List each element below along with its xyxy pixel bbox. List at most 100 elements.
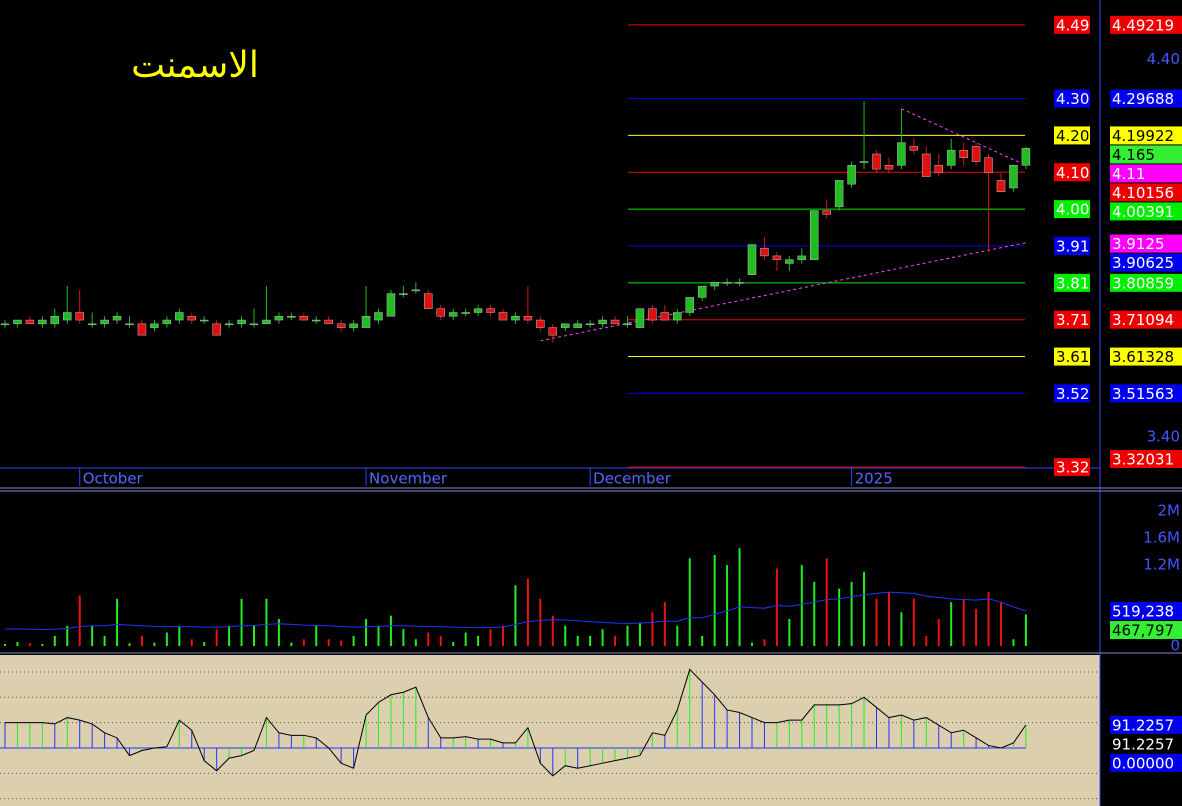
- volume-bar: [178, 625, 181, 646]
- value-box: [1054, 163, 1090, 182]
- volume-bar: [987, 592, 990, 646]
- volume-bar: [1012, 639, 1015, 646]
- candle-body: [63, 312, 72, 321]
- volume-bar: [526, 578, 529, 646]
- candle-body: [274, 316, 284, 321]
- volume-bar: [900, 612, 903, 646]
- volume-bar: [439, 635, 442, 646]
- volume-bar: [651, 612, 654, 646]
- y-tick-label: 3.40: [1147, 428, 1180, 446]
- volume-bar: [589, 635, 592, 646]
- candle-body: [0, 323, 10, 326]
- volume-bar: [327, 639, 330, 646]
- value-box-label: 4.10156: [1112, 184, 1174, 202]
- trend-line: [901, 108, 1027, 166]
- average-line: [4, 591, 1027, 630]
- value-box: [1054, 273, 1090, 292]
- value-box: [1110, 384, 1182, 403]
- volume-bar: [763, 639, 766, 646]
- candle-body: [536, 319, 545, 328]
- value-box-label: 3.9125: [1112, 235, 1165, 253]
- volume-bar: [638, 622, 641, 646]
- candle-body: [374, 312, 383, 321]
- volume-bar: [464, 632, 467, 646]
- volume-bar: [601, 629, 604, 646]
- candle-body: [336, 323, 346, 328]
- volume-bar: [813, 581, 816, 646]
- value-box: [1110, 126, 1182, 145]
- candle-body: [561, 323, 570, 328]
- candle-body: [810, 210, 819, 260]
- candle-body: [312, 319, 321, 322]
- candle-body: [386, 293, 396, 317]
- x-tick-label: November: [369, 470, 448, 488]
- candle-body: [399, 293, 408, 295]
- volume-bar: [875, 598, 878, 646]
- y-tick-label: 2M: [1158, 502, 1181, 520]
- candle-body: [760, 248, 769, 257]
- volume-bar: [950, 602, 953, 646]
- candle-body: [847, 165, 856, 185]
- volume-bar: [912, 598, 915, 646]
- value-box-label: 91.2257: [1112, 716, 1174, 734]
- value-box: [1054, 89, 1090, 108]
- value-box-label: 4.10: [1056, 164, 1089, 182]
- volume-bar: [825, 558, 828, 646]
- candle-body: [747, 244, 757, 276]
- value-box: [1054, 384, 1090, 403]
- volume-bar: [489, 629, 492, 646]
- value-box: [1054, 458, 1090, 477]
- candle-body: [187, 316, 196, 321]
- volume-bar: [937, 619, 940, 646]
- oscillator-background: [0, 655, 1100, 806]
- volume-bar: [215, 629, 218, 646]
- candle-body: [175, 312, 184, 321]
- candle-body: [125, 323, 134, 326]
- candle-body: [199, 319, 209, 322]
- volume-bar: [726, 565, 729, 646]
- candle-body: [959, 149, 968, 159]
- candle-body: [660, 312, 670, 321]
- value-box: [1110, 753, 1182, 772]
- value-box-label: 4.11: [1112, 165, 1145, 183]
- candle-body: [361, 316, 371, 328]
- volume-bar: [701, 635, 704, 646]
- candle-body: [598, 319, 607, 325]
- candle-body: [50, 316, 60, 325]
- candle-body: [872, 153, 881, 170]
- candle-body: [498, 312, 508, 321]
- volume-bar: [800, 565, 803, 646]
- volume-bar: [66, 625, 69, 646]
- y-tick-label: 4.40: [1147, 50, 1180, 68]
- candle-body: [946, 149, 956, 166]
- candle-body: [1021, 148, 1031, 166]
- candle-body: [797, 255, 807, 260]
- volume-bar: [240, 598, 243, 646]
- value-box: [1110, 621, 1182, 640]
- candle-body: [710, 282, 719, 287]
- volume-bar: [502, 625, 504, 646]
- value-box-label: 3.71: [1056, 311, 1089, 329]
- volume-bar: [41, 643, 44, 646]
- candle-body: [411, 289, 421, 292]
- candle-body: [996, 180, 1006, 192]
- candle-body: [635, 308, 645, 328]
- value-box-label: 3.61328: [1112, 348, 1174, 366]
- volume-bar: [340, 640, 343, 646]
- volume-bar: [452, 641, 455, 646]
- value-box-label: 3.32031: [1112, 451, 1174, 469]
- candle-body: [909, 146, 919, 151]
- candle-body: [150, 323, 159, 328]
- volume-bar: [539, 598, 542, 646]
- volume-bar: [290, 642, 293, 646]
- value-box-label: 4.49: [1056, 16, 1089, 34]
- value-box-label: 4.20: [1056, 127, 1089, 145]
- candle-body: [971, 146, 981, 162]
- candle-body: [523, 316, 533, 321]
- value-box: [1110, 347, 1182, 366]
- value-box-label: 3.51563: [1112, 385, 1174, 403]
- value-box: [1110, 715, 1182, 734]
- candle-body: [610, 319, 620, 325]
- candle-body: [75, 312, 84, 321]
- candle-body: [299, 316, 309, 321]
